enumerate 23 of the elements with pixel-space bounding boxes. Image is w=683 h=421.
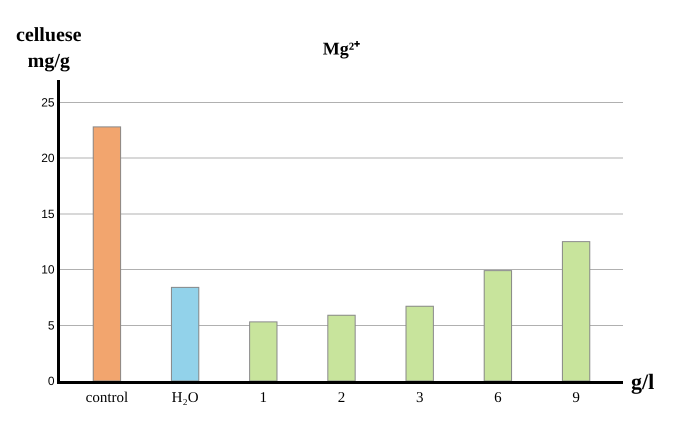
x-tick-label: control xyxy=(86,390,128,406)
bar xyxy=(92,126,122,381)
bar xyxy=(170,286,200,381)
bar xyxy=(249,321,278,381)
x-axis-title: g/l xyxy=(631,369,654,394)
bar xyxy=(327,314,356,381)
x-tick-label: 1 xyxy=(260,390,268,406)
y-tick-label: 15 xyxy=(41,206,55,221)
y-tick-label: 20 xyxy=(41,151,55,166)
x-tick-label: 2 xyxy=(338,390,346,406)
y-tick-label: 0 xyxy=(48,374,55,388)
y-axis-title: celluese mg/g xyxy=(16,24,82,72)
bar xyxy=(562,241,590,381)
x-tick-label: 6 xyxy=(494,390,502,406)
bar xyxy=(484,270,512,381)
y-tick-label: 5 xyxy=(48,318,55,332)
bar xyxy=(406,306,434,381)
y-tick-label: 10 xyxy=(41,262,55,277)
x-tick-label: H₂O xyxy=(172,390,199,406)
y-tick-label: 25 xyxy=(41,96,55,110)
x-tick-label: 3 xyxy=(416,390,424,406)
x-tick-label: 9 xyxy=(572,390,580,406)
chart-title: Mg²⁺ xyxy=(322,38,360,59)
